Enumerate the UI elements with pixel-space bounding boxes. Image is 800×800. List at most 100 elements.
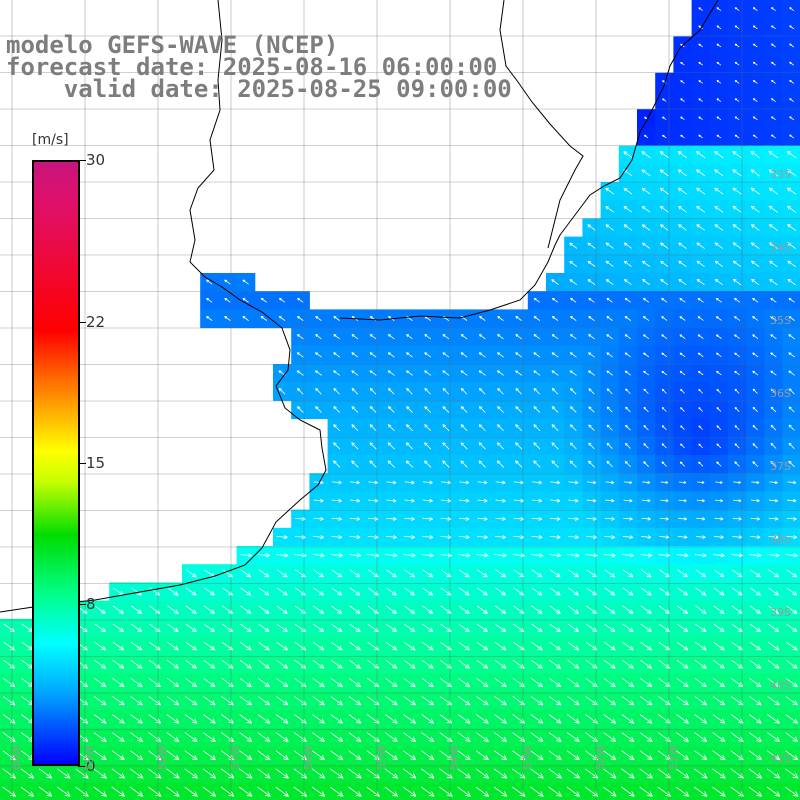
wind-arrow — [642, 279, 650, 286]
wind-arrow — [549, 535, 561, 540]
wind-arrow — [530, 714, 544, 724]
wind-arrow — [385, 714, 398, 724]
wind-arrow — [658, 553, 671, 558]
wind-arrow — [331, 587, 343, 596]
wind-arrow — [185, 605, 197, 614]
wind-arrow — [549, 659, 562, 669]
wind-arrow — [402, 786, 417, 797]
wind-arrow — [458, 641, 470, 651]
wind-arrow — [349, 535, 361, 540]
wind-arrow — [787, 224, 797, 231]
wind-arrow — [458, 535, 470, 540]
wind-cell — [782, 291, 800, 310]
wind-arrow — [716, 25, 722, 30]
wind-arrow — [240, 569, 252, 578]
wind-arrow — [494, 714, 507, 724]
wind-arrow — [749, 677, 762, 688]
wind-arrow — [387, 334, 395, 340]
wind-arrow — [442, 370, 450, 376]
wind-arrow — [330, 750, 344, 761]
wind-arrow — [697, 334, 704, 339]
wind-arrow — [315, 406, 322, 413]
wind-arrow — [94, 641, 106, 651]
wind-arrow — [771, 79, 776, 84]
wind-arrow — [386, 516, 397, 521]
wind-arrow — [333, 352, 341, 358]
wind-arrow — [384, 732, 398, 742]
wind-arrow — [166, 750, 180, 761]
wind-arrow — [680, 443, 685, 449]
wind-arrow — [313, 535, 324, 540]
wind-arrow — [112, 696, 125, 706]
wind-arrow — [493, 750, 508, 761]
wind-arrow — [786, 569, 798, 578]
wind-arrow — [493, 786, 508, 797]
wind-arrow — [531, 641, 543, 651]
wind-arrow — [240, 605, 252, 614]
wind-arrow — [734, 334, 741, 339]
wind-arrow — [167, 623, 179, 633]
wind-arrow — [312, 732, 326, 742]
wind-arrow — [38, 768, 53, 779]
wind-arrow — [715, 297, 722, 303]
wind-arrow — [698, 80, 703, 84]
wind-arrow — [312, 714, 325, 724]
wind-arrow — [349, 659, 361, 669]
wind-arrow — [694, 696, 707, 706]
wind-arrow — [311, 786, 326, 797]
wind-arrow — [348, 786, 362, 797]
wind-arrow — [458, 569, 470, 578]
wind-arrow — [643, 461, 649, 467]
wind-arrow — [421, 641, 434, 651]
wind-arrow — [771, 43, 776, 48]
wind-arrow — [770, 352, 777, 358]
wind-arrow — [569, 424, 577, 432]
wind-arrow — [569, 352, 577, 358]
wind-arrow — [623, 187, 633, 195]
wind-arrow — [404, 516, 415, 521]
wind-arrow — [405, 424, 413, 432]
wind-arrow — [603, 677, 616, 688]
wind-arrow — [568, 498, 579, 503]
wind-arrow — [20, 768, 35, 779]
wind-arrow — [604, 623, 616, 633]
wind-arrow — [568, 480, 579, 485]
wind-arrow — [566, 768, 581, 779]
wind-arrow — [623, 480, 633, 485]
wind-arrow — [224, 297, 231, 303]
wind-arrow — [551, 387, 559, 395]
wind-cell — [36, 782, 56, 800]
wind-arrow — [770, 370, 777, 376]
wind-arrow — [385, 659, 398, 669]
wind-arrow — [93, 696, 107, 706]
wind-arrow — [749, 659, 762, 669]
wind-arrow — [551, 279, 559, 285]
latitude-label: 34S — [770, 241, 791, 254]
wind-arrow — [785, 714, 799, 724]
longitude-label: 60W — [10, 745, 23, 770]
wind-arrow — [167, 587, 179, 596]
wind-arrow — [643, 388, 649, 394]
wind-arrow — [623, 517, 633, 521]
wind-arrow — [496, 424, 504, 432]
wind-arrow — [716, 370, 722, 376]
wind-arrow — [185, 569, 197, 578]
wind-cell — [782, 400, 800, 420]
wind-arrow — [512, 677, 525, 688]
wind-arrow — [442, 460, 450, 468]
wind-arrow — [475, 732, 489, 742]
wind-arrow — [549, 587, 561, 596]
wind-arrow — [549, 623, 561, 633]
wind-arrow — [659, 224, 669, 231]
wind-arrow — [533, 387, 541, 395]
wind-arrow — [275, 750, 289, 761]
wind-arrow — [766, 768, 781, 779]
wind-arrow — [734, 443, 740, 449]
colorbar-tick — [78, 766, 86, 767]
wind-arrow — [476, 605, 488, 614]
wind-arrow — [714, 278, 723, 286]
wind-cell — [436, 782, 456, 800]
wind-cell — [637, 782, 656, 800]
wind-cell — [782, 455, 800, 474]
wind-arrow — [698, 388, 704, 394]
